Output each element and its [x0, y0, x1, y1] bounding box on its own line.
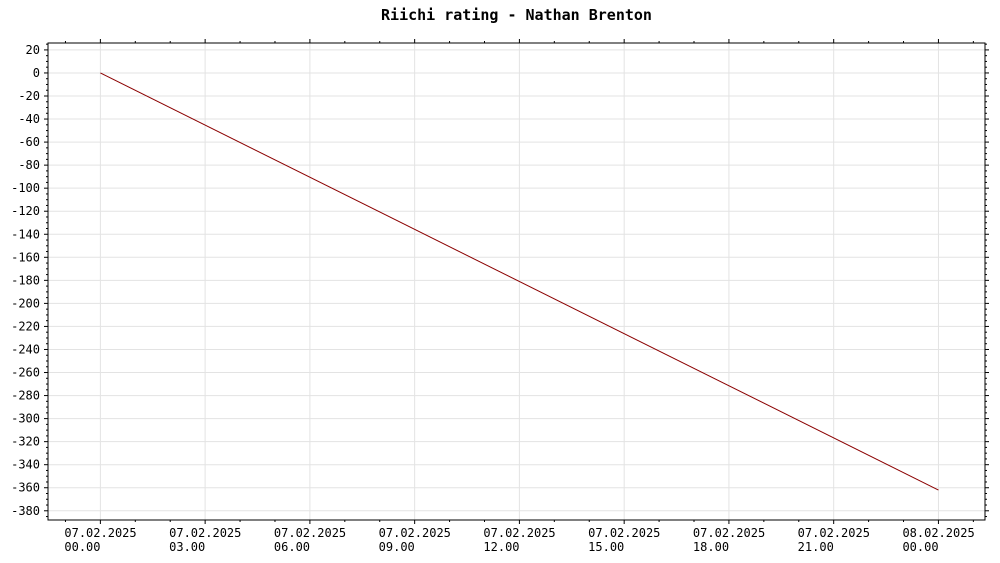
tick-layer — [44, 39, 989, 524]
y-tick-label: -40 — [18, 112, 40, 126]
x-tick-label-date: 07.02.2025 — [169, 526, 241, 540]
x-tick-label-time: 18.00 — [693, 540, 729, 554]
label-layer: 20 0 -20 -40 -60 -80 -100 -120 -140 -160 -180 -200 -… — [11, 43, 975, 554]
chart-title: Riichi rating - Nathan Brenton — [381, 6, 652, 24]
y-tick-label: -240 — [11, 342, 40, 356]
y-tick-label: -20 — [18, 89, 40, 103]
x-tick-label-date: 07.02.2025 — [274, 526, 346, 540]
x-tick-label-date: 07.02.2025 — [379, 526, 451, 540]
y-tick-label: 20 — [26, 43, 40, 57]
grid-layer — [48, 43, 985, 520]
series-layer — [100, 72, 939, 491]
x-tick-label-date: 07.02.2025 — [798, 526, 870, 540]
y-tick-label: -260 — [11, 366, 40, 380]
y-tick-label: -180 — [11, 273, 40, 287]
y-tick-label: -100 — [11, 181, 40, 195]
y-tick-label: -80 — [18, 158, 40, 172]
x-tick-label-time: 21.00 — [798, 540, 834, 554]
y-tick-label: -140 — [11, 227, 40, 241]
x-tick-label-time: 03.00 — [169, 540, 205, 554]
y-tick-label: -220 — [11, 319, 40, 333]
y-tick-label: -380 — [11, 504, 40, 518]
y-tick-label: -280 — [11, 389, 40, 403]
x-tick-label-date: 07.02.2025 — [588, 526, 660, 540]
x-tick-label-date: 08.02.2025 — [902, 526, 974, 540]
x-tick-label-time: 06.00 — [274, 540, 310, 554]
y-tick-label: -120 — [11, 204, 40, 218]
y-tick-label: -160 — [11, 250, 40, 264]
y-tick-label: -60 — [18, 135, 40, 149]
series-line — [100, 72, 939, 491]
x-tick-label-time: 09.00 — [379, 540, 415, 554]
x-tick-label-date: 07.02.2025 — [693, 526, 765, 540]
y-tick-label: 0 — [33, 66, 40, 80]
y-tick-label: -300 — [11, 412, 40, 426]
x-tick-label-time: 15.00 — [588, 540, 624, 554]
y-tick-label: -200 — [11, 296, 40, 310]
x-tick-label-date: 07.02.2025 — [483, 526, 555, 540]
y-tick-label: -360 — [11, 481, 40, 495]
y-tick-label: -340 — [11, 458, 40, 472]
x-tick-label-time: 12.00 — [483, 540, 519, 554]
x-tick-label-time: 00.00 — [902, 540, 938, 554]
plot-frame — [47, 42, 986, 521]
x-tick-label-time: 00.00 — [64, 540, 100, 554]
x-tick-label-date: 07.02.2025 — [64, 526, 136, 540]
y-tick-label: -320 — [11, 435, 40, 449]
